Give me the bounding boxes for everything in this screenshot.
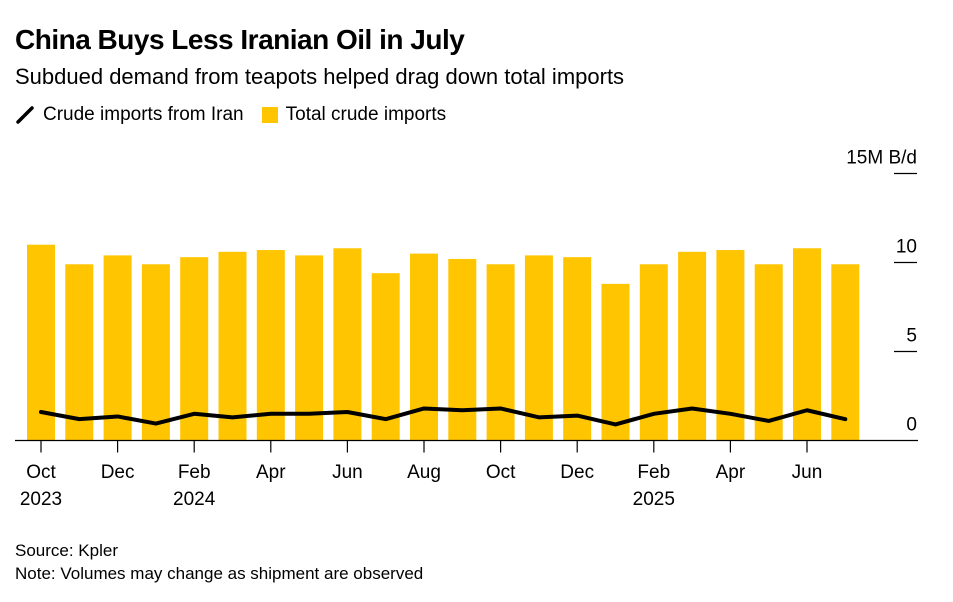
y-tick-label: 0 (906, 415, 917, 436)
chart-title: China Buys Less Iranian Oil in July (15, 24, 465, 55)
legend: Crude imports from Iran Total crude impo… (15, 104, 464, 126)
x-tick-year: 2025 (633, 489, 675, 510)
bar-total-imports (448, 258, 477, 441)
x-tick-label: Feb (178, 462, 211, 483)
bar-total-imports (563, 257, 592, 441)
footnote: Note: Volumes may change as shipment are… (15, 564, 424, 583)
bar-total-imports (754, 264, 783, 441)
bar-total-imports (218, 251, 247, 441)
line-iran-imports (39, 406, 848, 427)
bar-total-imports (678, 251, 707, 441)
bar-total-imports (180, 257, 209, 441)
bar-swatch-icon (261, 107, 278, 123)
source-note: Source: Kpler (15, 541, 118, 560)
bar-total-imports (256, 250, 285, 441)
bar-total-imports (103, 255, 132, 441)
legend-item-total: Total crude imports (261, 104, 447, 126)
x-tick-label: Oct (486, 462, 516, 483)
x-tick-year: 2023 (20, 489, 62, 510)
x-tick-label: Feb (637, 462, 670, 483)
bar-total-imports (65, 264, 94, 441)
x-tick-label: Jun (792, 462, 823, 483)
x-tick-label: Dec (101, 462, 135, 483)
bar-total-imports (371, 273, 400, 441)
bar-total-imports (831, 264, 860, 441)
bar-total-imports (27, 244, 55, 441)
x-tick-label: Jun (332, 462, 363, 483)
legend-label: Total crude imports (285, 104, 447, 125)
x-tick-year: 2024 (173, 489, 216, 510)
line-swatch-icon (16, 106, 34, 124)
x-tick-label: Oct (26, 462, 56, 483)
x-tick-label: Apr (716, 462, 746, 483)
bar-total-imports (141, 264, 170, 441)
bar-total-imports (524, 255, 553, 441)
chart-subtitle: Subdued demand from teapots helped drag … (15, 64, 625, 89)
bar-total-imports (486, 264, 515, 441)
x-tick-label: Aug (407, 462, 441, 483)
legend-label: Crude imports from Iran (43, 104, 244, 125)
bar-total-imports (333, 248, 362, 441)
x-tick-label: Apr (256, 462, 286, 483)
y-tick-label: 5 (906, 326, 917, 347)
y-tick-label: 10 (896, 237, 917, 258)
bar-total-imports (716, 250, 745, 441)
legend-item-iran: Crude imports from Iran (15, 104, 244, 126)
bar-total-imports (601, 283, 630, 441)
x-tick-label: Dec (560, 462, 594, 483)
bar-total-imports (295, 255, 324, 441)
y-tick-label: 15M B/d (846, 148, 917, 169)
